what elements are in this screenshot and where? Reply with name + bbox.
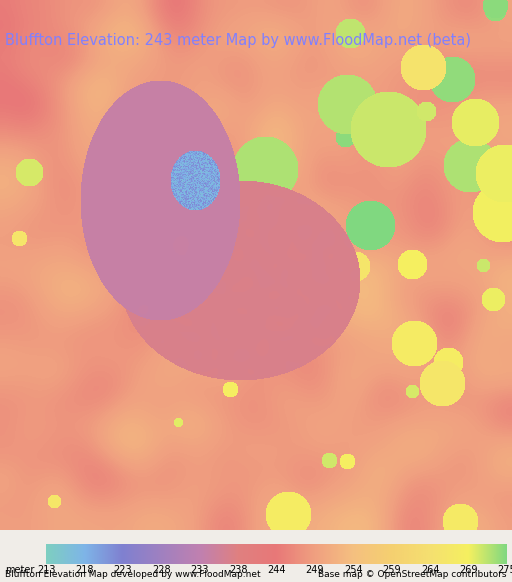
- Text: 238: 238: [229, 565, 247, 575]
- Text: 269: 269: [459, 565, 478, 575]
- Text: 223: 223: [114, 565, 132, 575]
- Text: 233: 233: [190, 565, 209, 575]
- Text: 213: 213: [37, 565, 55, 575]
- Text: 249: 249: [306, 565, 324, 575]
- Text: Bluffton Elevation: 243 meter Map by www.FloodMap.net (beta): Bluffton Elevation: 243 meter Map by www…: [5, 34, 471, 48]
- Text: 264: 264: [421, 565, 439, 575]
- Text: 254: 254: [344, 565, 362, 575]
- Text: meter: meter: [5, 565, 34, 575]
- Text: 218: 218: [75, 565, 94, 575]
- Text: 259: 259: [382, 565, 401, 575]
- Text: Bluffton Elevation Map developed by www.FloodMap.net: Bluffton Elevation Map developed by www.…: [5, 570, 261, 580]
- Text: 275: 275: [498, 565, 512, 575]
- Text: 244: 244: [267, 565, 286, 575]
- Text: Base map © OpenStreetMap contributors: Base map © OpenStreetMap contributors: [318, 570, 507, 580]
- Text: 228: 228: [152, 565, 170, 575]
